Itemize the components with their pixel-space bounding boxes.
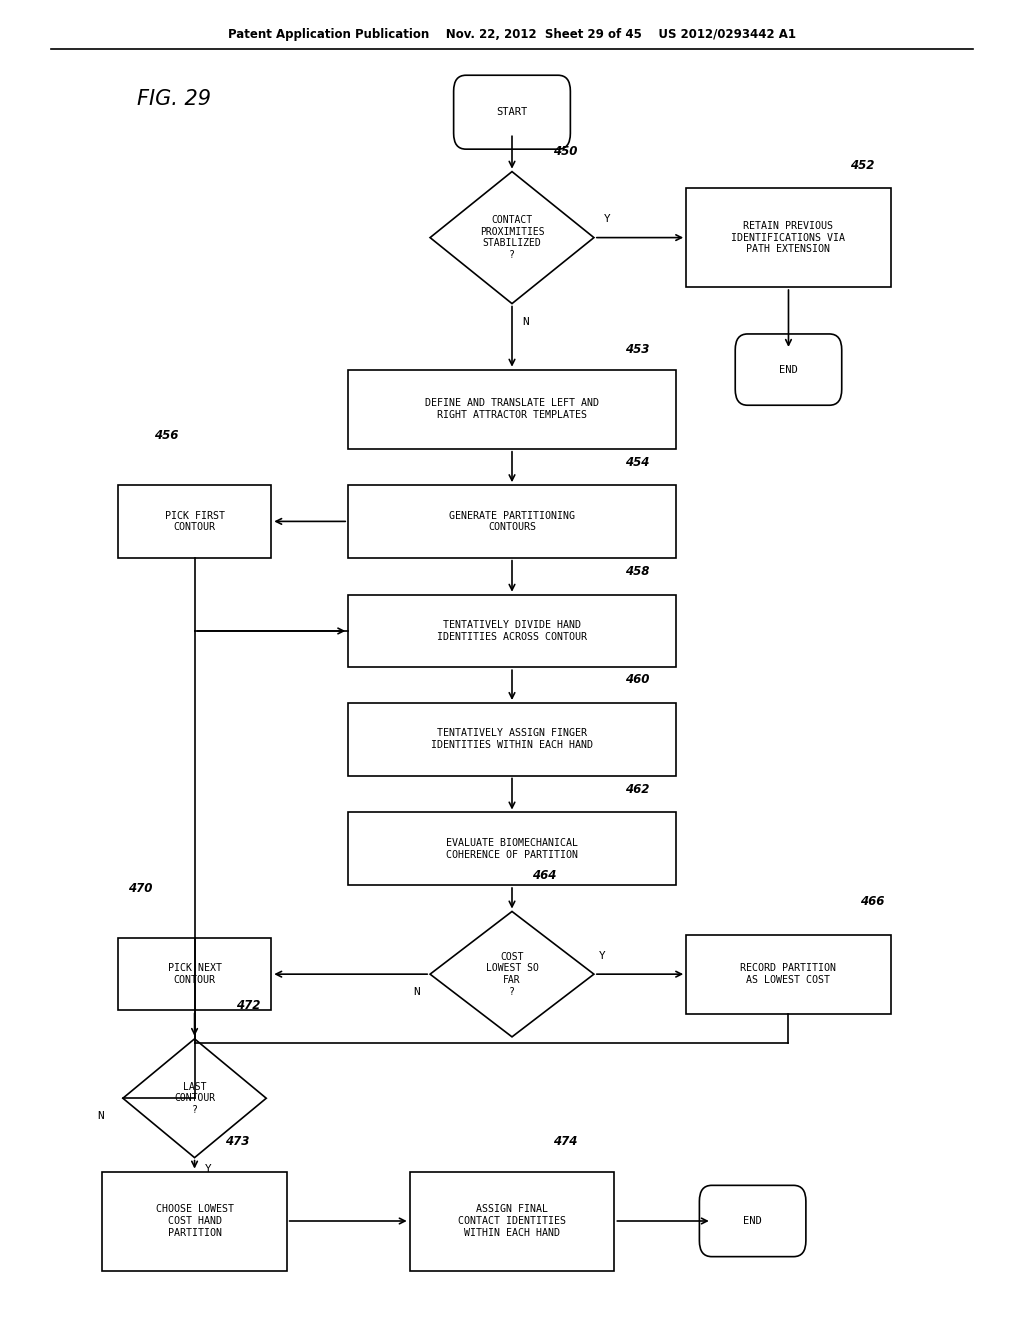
Text: START: START <box>497 107 527 117</box>
FancyBboxPatch shape <box>348 484 676 557</box>
Text: FIG. 29: FIG. 29 <box>137 88 211 110</box>
FancyBboxPatch shape <box>454 75 570 149</box>
Polygon shape <box>123 1039 266 1158</box>
Text: LAST
CONTOUR
?: LAST CONTOUR ? <box>174 1081 215 1115</box>
Text: 456: 456 <box>154 429 178 442</box>
FancyBboxPatch shape <box>348 813 676 886</box>
Text: RECORD PARTITION
AS LOWEST COST: RECORD PARTITION AS LOWEST COST <box>740 964 837 985</box>
Text: END: END <box>779 364 798 375</box>
FancyBboxPatch shape <box>686 935 891 1014</box>
Text: 453: 453 <box>625 343 649 356</box>
Text: 466: 466 <box>860 895 885 908</box>
FancyBboxPatch shape <box>118 937 271 1011</box>
FancyBboxPatch shape <box>735 334 842 405</box>
Text: PICK NEXT
CONTOUR: PICK NEXT CONTOUR <box>168 964 221 985</box>
Text: ASSIGN FINAL
CONTACT IDENTITIES
WITHIN EACH HAND: ASSIGN FINAL CONTACT IDENTITIES WITHIN E… <box>458 1204 566 1238</box>
Text: RETAIN PREVIOUS
IDENTIFICATIONS VIA
PATH EXTENSION: RETAIN PREVIOUS IDENTIFICATIONS VIA PATH… <box>731 220 846 255</box>
FancyBboxPatch shape <box>348 370 676 449</box>
Polygon shape <box>430 172 594 304</box>
Text: CONTACT
PROXIMITIES
STABILIZED
?: CONTACT PROXIMITIES STABILIZED ? <box>479 215 545 260</box>
Text: 470: 470 <box>128 882 153 895</box>
Text: 473: 473 <box>225 1135 250 1148</box>
FancyBboxPatch shape <box>410 1172 614 1270</box>
Text: 450: 450 <box>553 145 578 158</box>
Text: DEFINE AND TRANSLATE LEFT AND
RIGHT ATTRACTOR TEMPLATES: DEFINE AND TRANSLATE LEFT AND RIGHT ATTR… <box>425 399 599 420</box>
Polygon shape <box>430 911 594 1038</box>
Text: N: N <box>522 317 529 327</box>
FancyBboxPatch shape <box>686 189 891 288</box>
Text: Patent Application Publication    Nov. 22, 2012  Sheet 29 of 45    US 2012/02934: Patent Application Publication Nov. 22, … <box>228 28 796 41</box>
FancyBboxPatch shape <box>348 704 676 776</box>
Text: Y: Y <box>205 1164 212 1175</box>
Text: PICK FIRST
CONTOUR: PICK FIRST CONTOUR <box>165 511 224 532</box>
Text: TENTATIVELY DIVIDE HAND
IDENTITIES ACROSS CONTOUR: TENTATIVELY DIVIDE HAND IDENTITIES ACROS… <box>437 620 587 642</box>
Text: CHOOSE LOWEST
COST HAND
PARTITION: CHOOSE LOWEST COST HAND PARTITION <box>156 1204 233 1238</box>
Text: 458: 458 <box>625 565 649 578</box>
Text: Y: Y <box>599 950 606 961</box>
Text: EVALUATE BIOMECHANICAL
COHERENCE OF PARTITION: EVALUATE BIOMECHANICAL COHERENCE OF PART… <box>446 838 578 859</box>
Text: 474: 474 <box>553 1135 578 1148</box>
Text: GENERATE PARTITIONING
CONTOURS: GENERATE PARTITIONING CONTOURS <box>449 511 575 532</box>
FancyBboxPatch shape <box>118 484 271 557</box>
Text: 460: 460 <box>625 673 649 686</box>
FancyBboxPatch shape <box>699 1185 806 1257</box>
FancyBboxPatch shape <box>348 594 676 668</box>
Text: 454: 454 <box>625 455 649 469</box>
Text: 464: 464 <box>532 869 557 882</box>
Text: END: END <box>743 1216 762 1226</box>
Text: TENTATIVELY ASSIGN FINGER
IDENTITIES WITHIN EACH HAND: TENTATIVELY ASSIGN FINGER IDENTITIES WIT… <box>431 729 593 750</box>
Text: N: N <box>413 987 420 998</box>
Text: Y: Y <box>604 214 611 224</box>
FancyBboxPatch shape <box>102 1172 287 1270</box>
Text: 452: 452 <box>850 158 874 172</box>
Text: 472: 472 <box>236 999 260 1012</box>
Text: N: N <box>97 1111 104 1122</box>
Text: COST
LOWEST SO
FAR
?: COST LOWEST SO FAR ? <box>485 952 539 997</box>
Text: 462: 462 <box>625 783 649 796</box>
